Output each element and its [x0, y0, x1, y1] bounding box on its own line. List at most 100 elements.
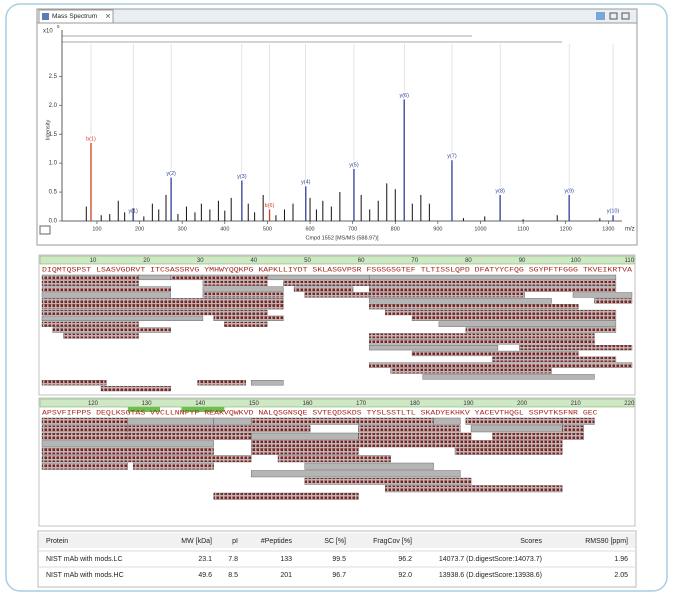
peptide-bar[interactable]: [41, 309, 268, 316]
peptide-bar[interactable]: [562, 425, 584, 433]
peptide-bar[interactable]: [304, 477, 472, 485]
peptide-bar[interactable]: [229, 432, 252, 440]
peptide-bar[interactable]: [277, 455, 391, 463]
peptide-bar[interactable]: [519, 345, 633, 351]
peptide-bar[interactable]: [41, 286, 171, 292]
peptide-bar[interactable]: [368, 280, 617, 286]
peptide-bar[interactable]: [41, 274, 139, 281]
peptide-bar[interactable]: [411, 315, 617, 322]
column-header[interactable]: SC [%]: [324, 538, 346, 545]
peptide-bar[interactable]: [250, 447, 359, 455]
peptide-bar[interactable]: [127, 425, 214, 433]
peptide-bar[interactable]: [41, 298, 284, 304]
peptide-bar[interactable]: [358, 417, 434, 425]
column-header[interactable]: Protein: [46, 538, 68, 545]
peptide-bar[interactable]: [304, 292, 370, 298]
peptide-bar[interactable]: [465, 327, 617, 333]
peptide-bar[interactable]: [41, 440, 214, 448]
peptide-bar[interactable]: [138, 274, 171, 281]
peptide-bar[interactable]: [213, 417, 252, 425]
peptide-bar[interactable]: [41, 455, 252, 463]
peptide-bar[interactable]: [213, 425, 311, 433]
peptide-bar[interactable]: [368, 333, 595, 339]
peptide-bar[interactable]: [385, 485, 563, 493]
peptide-bar[interactable]: [41, 304, 284, 310]
peptide-bar[interactable]: [52, 327, 171, 333]
peptide-bar[interactable]: [224, 321, 268, 327]
column-header[interactable]: MW [kDa]: [181, 538, 212, 545]
ruler-label: 150: [249, 401, 260, 407]
peptide-bar[interactable]: [132, 462, 214, 470]
peptide-bar[interactable]: [492, 356, 617, 362]
peptide-bar[interactable]: [41, 280, 139, 286]
peptide-bar[interactable]: [250, 470, 461, 478]
peptide-bar[interactable]: [358, 425, 461, 433]
peptide-bar[interactable]: [41, 292, 171, 298]
peptide-bar[interactable]: [368, 304, 579, 310]
column-header[interactable]: RMS90 [ppm]: [585, 538, 628, 545]
peptide-bar[interactable]: [433, 417, 461, 425]
peptide-bar[interactable]: [390, 368, 552, 374]
peptide-bar[interactable]: [63, 333, 139, 339]
peptide-bar[interactable]: [127, 417, 214, 425]
peptide-bar[interactable]: [368, 298, 552, 304]
peptide-bar[interactable]: [41, 315, 204, 322]
peptide-bar[interactable]: [197, 380, 247, 386]
peptide-bar[interactable]: [368, 286, 617, 292]
peptide-bar[interactable]: [41, 417, 129, 425]
peptide-bar[interactable]: [250, 380, 284, 386]
peptide-bar[interactable]: [127, 432, 230, 440]
peptide-bar[interactable]: [422, 374, 595, 380]
maximize-button[interactable]: [621, 12, 630, 20]
ruler-label: 200: [517, 401, 528, 407]
peptide-bar[interactable]: [41, 447, 214, 455]
peptide-bar[interactable]: [202, 292, 284, 298]
peptide-bar[interactable]: [411, 350, 579, 357]
peptide-bar[interactable]: [41, 432, 129, 440]
close-tab[interactable]: ✕: [105, 13, 111, 20]
column-header[interactable]: Scores: [520, 538, 542, 545]
peptide-bar[interactable]: [454, 447, 563, 455]
peptide-bar[interactable]: [293, 286, 354, 292]
column-header[interactable]: #Peptides: [261, 538, 293, 545]
peptide-bar[interactable]: [202, 286, 284, 292]
peptide-bar[interactable]: [41, 425, 129, 433]
peptide-bar[interactable]: [465, 417, 563, 425]
column-header[interactable]: FragCov [%]: [373, 538, 412, 545]
peptide-bar[interactable]: [438, 321, 617, 327]
peptide-bar[interactable]: [304, 462, 434, 470]
minimize-button[interactable]: [609, 12, 618, 20]
column-header[interactable]: pI: [232, 538, 238, 545]
peptide-bar[interactable]: [41, 462, 129, 470]
peptide-bar[interactable]: [385, 309, 617, 316]
peptide-bar[interactable]: [283, 280, 370, 286]
peptide-bar[interactable]: [267, 274, 370, 281]
peptide-bar[interactable]: [433, 440, 563, 448]
peptide-bar[interactable]: [250, 417, 359, 425]
peptide-bar[interactable]: [250, 432, 359, 440]
peptide-bar[interactable]: [213, 492, 359, 500]
view-button[interactable]: [39, 225, 51, 235]
peptide-bar[interactable]: [470, 425, 563, 433]
peptide-bar[interactable]: [202, 274, 268, 281]
peptide-bar[interactable]: [213, 315, 284, 322]
toolbar-button[interactable]: [596, 12, 605, 20]
peptide-bar[interactable]: [368, 362, 633, 368]
peptide-bar[interactable]: [170, 274, 204, 281]
peptide-bar[interactable]: [492, 432, 584, 440]
peptide-bar[interactable]: [41, 321, 139, 327]
peptide-bar[interactable]: [202, 280, 268, 286]
peptide-bar[interactable]: [562, 417, 595, 425]
peptide-bar[interactable]: [368, 345, 499, 351]
peptide-bar[interactable]: [572, 292, 633, 298]
table-cell: 7.8: [228, 556, 238, 563]
peptide-bar[interactable]: [100, 385, 171, 392]
peptide-bar[interactable]: [594, 298, 633, 304]
peptide-bar[interactable]: [368, 292, 525, 298]
peptide-bar[interactable]: [358, 432, 472, 440]
peptide-bar[interactable]: [250, 440, 434, 448]
peptide-bar[interactable]: [368, 274, 617, 281]
peptide-bar[interactable]: [368, 339, 595, 345]
peptide-bar[interactable]: [41, 380, 107, 386]
window-tab[interactable]: [38, 9, 114, 24]
